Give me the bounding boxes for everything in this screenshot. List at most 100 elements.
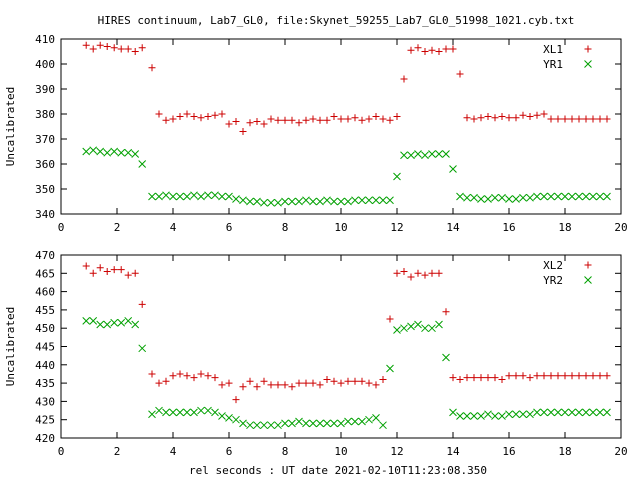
data-point bbox=[463, 114, 471, 122]
data-point bbox=[274, 381, 282, 389]
data-point bbox=[533, 111, 541, 119]
data-point bbox=[400, 267, 408, 275]
data-point bbox=[110, 318, 119, 327]
data-point bbox=[288, 419, 296, 428]
data-point bbox=[96, 264, 104, 272]
y-tick-label: 465 bbox=[35, 267, 55, 280]
y-tick-label: 450 bbox=[35, 322, 55, 335]
data-point bbox=[124, 45, 132, 53]
data-point bbox=[442, 308, 450, 316]
y-tick-label: 425 bbox=[35, 414, 55, 427]
data-point bbox=[372, 414, 380, 422]
data-point bbox=[463, 193, 471, 202]
data-point bbox=[316, 381, 324, 389]
data-point bbox=[281, 116, 289, 124]
data-point bbox=[169, 115, 177, 123]
x-tick-label: 20 bbox=[614, 221, 627, 234]
data-point bbox=[117, 148, 126, 157]
legend-marker bbox=[584, 60, 592, 68]
y-tick-label: 380 bbox=[35, 108, 55, 121]
data-point bbox=[498, 193, 506, 202]
data-point bbox=[117, 45, 125, 53]
data-point bbox=[428, 150, 436, 158]
data-point bbox=[386, 116, 394, 124]
data-point bbox=[197, 114, 205, 122]
data-point bbox=[155, 110, 163, 118]
data-point bbox=[351, 114, 359, 122]
data-point bbox=[323, 196, 331, 205]
data-point bbox=[138, 44, 146, 52]
data-point bbox=[190, 113, 198, 120]
legend-marker bbox=[584, 45, 592, 53]
data-point bbox=[435, 320, 443, 329]
data-point bbox=[498, 375, 506, 383]
x-tick-label: 14 bbox=[446, 445, 460, 458]
data-point bbox=[131, 150, 140, 158]
data-point bbox=[288, 197, 296, 206]
x-tick-label: 2 bbox=[114, 445, 121, 458]
data-point bbox=[589, 372, 597, 380]
x-tick-label: 0 bbox=[58, 221, 65, 234]
data-point bbox=[449, 45, 457, 53]
x-tick-label: 8 bbox=[282, 221, 289, 234]
data-point bbox=[162, 116, 170, 124]
data-point bbox=[512, 410, 520, 419]
data-point bbox=[288, 116, 296, 124]
data-point bbox=[344, 197, 352, 206]
data-point bbox=[603, 408, 611, 417]
data-point bbox=[358, 417, 366, 426]
data-point bbox=[603, 372, 611, 380]
data-point bbox=[124, 271, 132, 279]
x-tick-label: 12 bbox=[390, 445, 403, 458]
y-tick-label: 410 bbox=[35, 33, 55, 46]
data-point bbox=[110, 266, 118, 274]
data-point bbox=[540, 110, 548, 118]
data-point bbox=[316, 197, 324, 206]
data-point bbox=[596, 408, 604, 417]
data-point bbox=[379, 196, 387, 205]
data-point bbox=[309, 379, 317, 387]
data-point bbox=[519, 111, 527, 119]
data-point bbox=[204, 406, 212, 415]
data-point bbox=[568, 115, 576, 123]
data-point bbox=[309, 115, 317, 123]
data-point bbox=[400, 75, 408, 83]
data-point bbox=[491, 374, 499, 382]
y-tick-label: 440 bbox=[35, 359, 55, 372]
data-point bbox=[477, 412, 485, 420]
data-point bbox=[117, 266, 125, 274]
data-point bbox=[148, 370, 156, 378]
data-point bbox=[561, 372, 569, 380]
data-point bbox=[596, 372, 604, 380]
data-point bbox=[295, 197, 303, 206]
data-point bbox=[302, 379, 310, 387]
data-point bbox=[274, 116, 282, 124]
data-point bbox=[358, 116, 366, 124]
data-point bbox=[526, 410, 534, 419]
legend-label: XL2 bbox=[543, 259, 563, 272]
data-point bbox=[477, 114, 485, 122]
data-point bbox=[435, 150, 443, 158]
x-tick-label: 20 bbox=[614, 445, 627, 458]
data-point bbox=[379, 375, 387, 383]
data-point bbox=[162, 377, 170, 385]
data-point bbox=[463, 374, 471, 382]
data-point bbox=[218, 381, 226, 389]
data-point bbox=[344, 115, 352, 123]
data-point bbox=[82, 147, 91, 156]
data-point bbox=[183, 192, 191, 201]
data-point bbox=[386, 364, 394, 373]
y-tick-label: 420 bbox=[35, 432, 55, 445]
data-point bbox=[281, 419, 289, 428]
data-point bbox=[232, 195, 240, 203]
data-point bbox=[575, 372, 583, 380]
data-point bbox=[204, 372, 212, 380]
data-point bbox=[449, 374, 457, 382]
data-point bbox=[505, 372, 513, 380]
data-point bbox=[589, 115, 597, 123]
data-point bbox=[519, 372, 527, 380]
data-point bbox=[274, 421, 282, 430]
data-point bbox=[393, 172, 401, 181]
data-point bbox=[526, 193, 534, 202]
data-point bbox=[582, 192, 590, 201]
